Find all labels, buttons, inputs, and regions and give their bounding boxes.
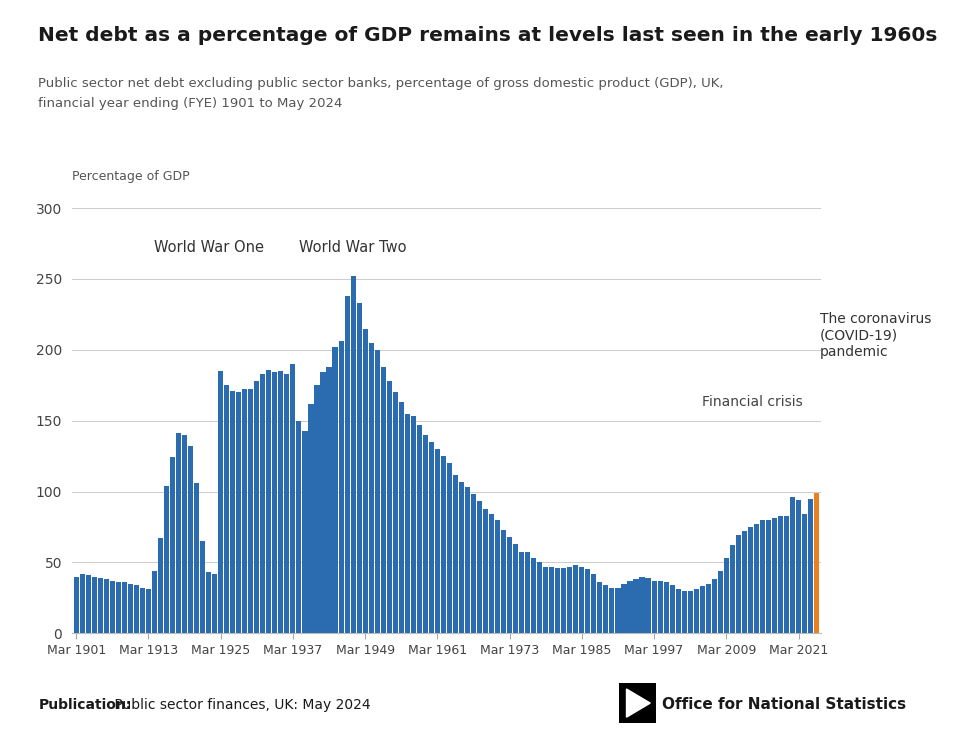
Bar [706,583,710,633]
Bar [284,374,290,633]
Bar [109,580,115,633]
Bar [694,589,699,633]
Bar [326,367,331,633]
Bar [194,483,199,633]
Bar [652,580,657,633]
Bar [345,296,349,633]
Bar [772,518,777,633]
Bar [321,373,325,633]
Bar [315,385,320,633]
Bar [350,276,355,633]
Bar [302,430,307,633]
Bar [85,575,91,633]
Bar [74,577,79,633]
Bar [718,571,723,633]
Bar [663,582,669,633]
Bar [104,579,108,633]
Bar [206,572,211,633]
Bar [405,414,410,633]
Bar [249,389,253,633]
Bar [92,577,97,633]
Text: Public sector net debt excluding public sector banks, percentage of gross domest: Public sector net debt excluding public … [38,77,724,90]
Bar [116,582,121,633]
Bar [411,417,416,633]
Bar [682,591,686,633]
Bar [531,558,537,633]
Bar [158,538,163,633]
Bar [615,588,620,633]
Bar [784,515,789,633]
Bar [297,421,301,633]
Text: The coronavirus
(COVID-19)
pandemic: The coronavirus (COVID-19) pandemic [820,313,931,359]
Bar [724,558,729,633]
Text: Public sector finances, UK: May 2024: Public sector finances, UK: May 2024 [110,698,371,712]
Bar [814,493,819,633]
Bar [796,500,801,633]
Bar [170,458,175,633]
Bar [273,373,277,633]
Bar [586,569,590,633]
Bar [477,501,482,633]
Bar [513,544,518,633]
Bar [700,586,705,633]
Bar [778,515,783,633]
Bar [446,463,452,633]
Bar [676,589,681,633]
Text: Publication:: Publication: [38,698,132,712]
Bar [645,578,651,633]
Bar [459,482,464,633]
Bar [483,509,488,633]
Bar [152,571,157,633]
Bar [128,583,132,633]
Bar [290,364,296,633]
Text: Percentage of GDP: Percentage of GDP [72,170,190,183]
Bar [495,520,500,633]
Bar [200,541,205,633]
Bar [387,381,392,633]
Bar [597,582,603,633]
Bar [393,392,397,633]
Bar [591,574,596,633]
Bar [188,447,193,633]
Bar [687,591,693,633]
Bar [98,578,103,633]
Bar [543,567,548,633]
Bar [254,381,259,633]
Bar [802,514,807,633]
Text: World War Two: World War Two [299,240,406,255]
Bar [242,389,248,633]
Text: financial year ending (FYE) 1901 to May 2024: financial year ending (FYE) 1901 to May … [38,97,343,110]
Bar [398,403,404,633]
Bar [429,442,434,633]
Bar [471,494,476,633]
Bar [669,585,675,633]
Bar [610,588,614,633]
Bar [122,582,127,633]
Text: Net debt as a percentage of GDP remains at levels last seen in the early 1960s: Net debt as a percentage of GDP remains … [38,26,938,45]
Bar [525,553,530,633]
Bar [766,520,771,633]
Bar [489,514,494,633]
Bar [562,568,566,633]
Bar [628,580,633,633]
Bar [639,577,644,633]
Bar [260,374,265,633]
Bar [435,449,440,633]
Bar [790,497,795,633]
Bar [369,343,373,633]
Bar [538,562,542,633]
Bar [224,385,229,633]
Bar [507,537,513,633]
Bar [603,585,609,633]
Bar [760,520,765,633]
Bar [519,553,524,633]
Bar [218,371,224,633]
Bar [308,403,314,633]
Bar [634,579,638,633]
Bar [549,567,554,633]
Bar [735,535,741,633]
Bar [422,435,428,633]
Bar [573,565,578,633]
Bar [332,347,338,633]
Bar [417,425,421,633]
